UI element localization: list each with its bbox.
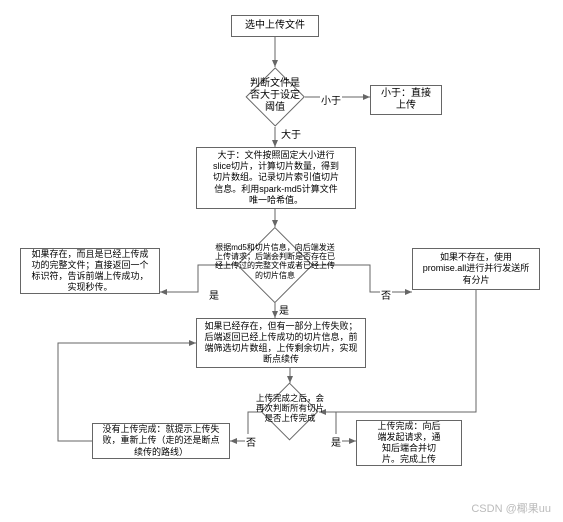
edge-label-no1: 否 — [380, 287, 392, 302]
edge-label-yes2: 是 — [278, 302, 290, 317]
watermark: CSDN @椰果uu — [471, 500, 551, 516]
edge-label-yes1: 是 — [208, 287, 220, 302]
decision-md5 — [237, 227, 313, 303]
node-exist-full: 如果存在，而且是已经上传成功的完整文件；直接返回一个标识符，告诉前端上传成功，实… — [20, 248, 160, 294]
node-small-upload: 小于：直接上传 — [370, 85, 442, 115]
edge-label-no2: 否 — [245, 434, 257, 449]
node-start: 选中上传文件 — [231, 15, 319, 37]
node-fail: 没有上传完成：就提示上传失败，重新上传（走的还是断点续传的路线） — [92, 423, 230, 459]
node-partial: 如果已经存在，但有一部分上传失败；后端返回已经上传成功的切片信息，前端筛选切片数… — [196, 318, 366, 368]
edge-label-gt: 大于 — [280, 126, 302, 141]
decision-done — [261, 383, 319, 441]
node-not-exist: 如果不存在，使用promise.all进行并行发送所有分片 — [412, 248, 540, 290]
decision-threshold — [245, 67, 305, 127]
node-success: 上传完成：向后端发起请求，通知后端合并切片。完成上传 — [356, 420, 462, 466]
node-slice: 大于：文件按照固定大小进行slice切片，计算切片数量，得到切片数组。记录切片索… — [196, 147, 356, 209]
edge-label-yes3: 是 — [330, 434, 342, 449]
edge-label-lt: 小于 — [320, 92, 342, 107]
